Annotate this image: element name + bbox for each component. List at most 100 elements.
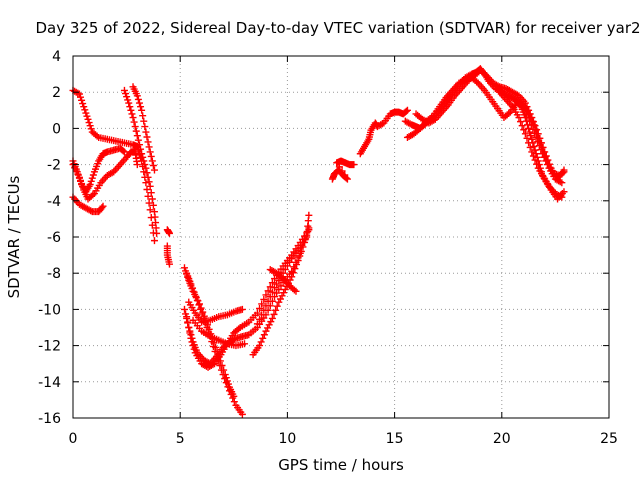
data-point — [141, 161, 149, 169]
data-point — [260, 295, 268, 303]
data-point — [262, 302, 270, 310]
x-tick-label: 10 — [278, 431, 296, 447]
data-point — [268, 314, 276, 322]
data-point — [294, 257, 302, 265]
data-point — [546, 163, 554, 171]
y-tick-label: -2 — [47, 158, 61, 174]
data-point — [518, 122, 526, 130]
data-point — [78, 180, 86, 188]
data-point — [238, 305, 246, 313]
data-point — [265, 321, 273, 329]
data-point — [184, 318, 192, 326]
data-point — [473, 78, 481, 86]
x-tick-label: 5 — [176, 431, 185, 447]
data-point — [80, 103, 88, 111]
data-point — [264, 324, 272, 332]
data-point — [270, 310, 278, 318]
data-point — [199, 308, 207, 316]
data-point — [87, 125, 95, 133]
data-point — [146, 206, 154, 214]
x-tick-label: 0 — [69, 431, 78, 447]
data-point — [147, 152, 155, 160]
data-point — [272, 306, 280, 314]
data-point — [139, 112, 147, 120]
data-point — [548, 166, 556, 174]
data-point — [189, 287, 197, 295]
data-point — [268, 279, 276, 287]
data-point — [280, 289, 288, 297]
data-point — [150, 166, 158, 174]
data-point — [481, 71, 489, 79]
data-point — [235, 325, 243, 333]
data-point — [122, 90, 130, 98]
data-point — [87, 207, 95, 215]
series-track-24 — [504, 92, 568, 179]
data-point — [532, 125, 540, 133]
data-point — [131, 123, 139, 131]
data-point — [135, 141, 143, 149]
data-point — [538, 143, 546, 151]
data-point — [520, 126, 528, 134]
data-point — [268, 288, 276, 296]
data-point — [128, 110, 136, 118]
series-track-12 — [183, 226, 313, 371]
data-point — [77, 93, 85, 101]
data-point — [288, 273, 296, 281]
data-point — [403, 106, 411, 114]
data-point — [266, 283, 274, 291]
data-point — [505, 109, 513, 117]
data-point — [296, 252, 304, 260]
data-point — [141, 123, 149, 131]
data-point — [218, 362, 226, 370]
data-point — [149, 201, 157, 209]
data-point — [297, 247, 305, 255]
data-point — [256, 315, 264, 323]
data-point — [78, 96, 86, 104]
data-point — [74, 89, 82, 97]
series-track-5 — [120, 86, 161, 237]
data-point — [86, 122, 94, 130]
data-point — [143, 169, 151, 177]
data-point — [267, 318, 275, 326]
data-point — [266, 293, 274, 301]
data-point — [293, 261, 301, 269]
data-point — [259, 334, 267, 342]
data-point — [276, 295, 284, 303]
data-point — [521, 130, 529, 138]
data-point — [129, 114, 137, 122]
x-tick-label: 25 — [600, 431, 618, 447]
data-point — [540, 148, 548, 156]
y-tick-label: -4 — [47, 194, 61, 210]
data-point — [127, 106, 135, 114]
data-point — [74, 170, 82, 178]
y-tick-label: -16 — [38, 411, 61, 427]
data-point — [132, 127, 140, 135]
data-point — [271, 284, 279, 292]
data-point — [180, 264, 188, 272]
data-point — [71, 164, 79, 172]
data-point — [148, 157, 156, 165]
data-point — [278, 273, 286, 281]
data-point — [536, 139, 544, 147]
data-point — [134, 136, 142, 144]
data-point — [560, 168, 568, 176]
data-point — [525, 110, 533, 118]
data-point — [264, 287, 272, 295]
data-point — [529, 152, 537, 160]
y-tick-label: -12 — [38, 339, 61, 355]
data-point — [534, 157, 542, 165]
data-point — [183, 313, 191, 321]
series-track-16 — [253, 211, 313, 328]
data-point — [264, 297, 272, 305]
data-point — [541, 152, 549, 160]
data-point — [290, 286, 298, 294]
data-point — [144, 173, 152, 181]
data-point — [126, 103, 134, 111]
data-point — [188, 338, 196, 346]
data-point — [258, 300, 266, 308]
y-tick-label: 4 — [52, 49, 61, 65]
data-point — [256, 304, 264, 312]
data-point — [222, 374, 230, 382]
y-axis-label: SDTVAR / TECUs — [5, 175, 23, 298]
